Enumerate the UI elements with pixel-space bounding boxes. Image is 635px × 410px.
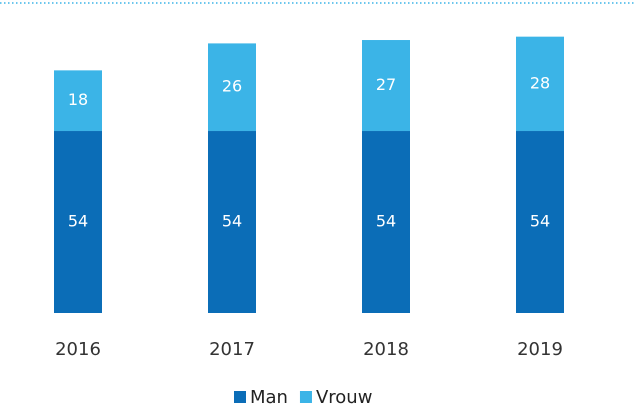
data-label: 28: [530, 73, 550, 92]
legend-label: Man: [250, 387, 288, 408]
bar-segment: [54, 131, 102, 313]
data-label: 54: [68, 212, 88, 231]
data-label: 18: [68, 90, 88, 109]
data-label: 54: [376, 212, 396, 231]
data-label: 54: [222, 212, 242, 231]
x-tick-label: 2017: [209, 339, 255, 360]
x-tick-label: 2016: [55, 339, 101, 360]
bar-segment: [208, 131, 256, 313]
data-label: 27: [376, 75, 396, 94]
bar-segment: [54, 70, 102, 132]
x-tick-label: 2019: [517, 339, 563, 360]
legend-swatch: [299, 391, 312, 403]
bar-segment: [362, 40, 410, 132]
data-label: 26: [222, 77, 242, 96]
data-label: 54: [530, 212, 550, 231]
legend-swatch: [234, 391, 246, 403]
bar-segment: [362, 131, 410, 313]
legend-label: Vrouw: [316, 387, 372, 408]
bar-segment: [516, 131, 564, 313]
bar-segment: [208, 43, 256, 132]
bar-segment: [516, 36, 564, 132]
x-tick-label: 2018: [363, 339, 409, 360]
